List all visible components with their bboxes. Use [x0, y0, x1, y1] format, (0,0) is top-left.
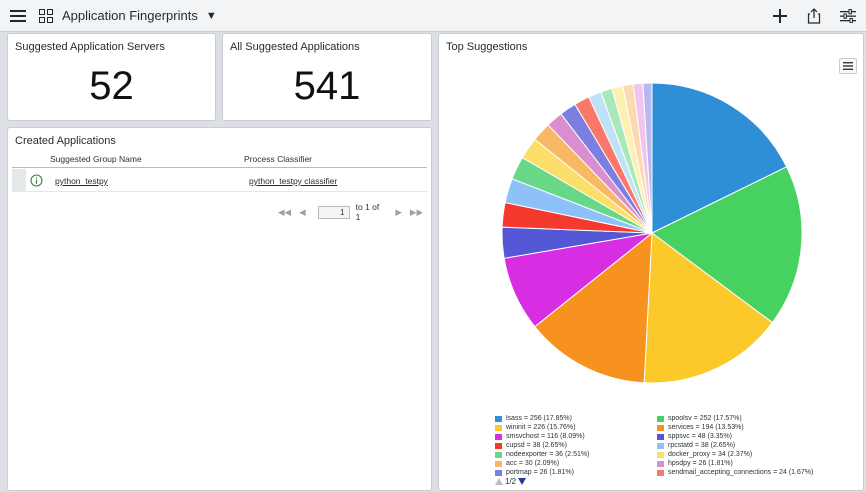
page-count-text: to 1 of 1	[355, 202, 380, 222]
column-header-process-classifier[interactable]: Process Classifier	[244, 154, 313, 164]
last-page-icon[interactable]: ▶▶	[409, 206, 423, 217]
chart-legend: lsass = 256 (17.85%) spoolsv = 252 (17.57…	[495, 415, 825, 477]
top-suggestions-panel: Top Suggestions lsass = 256 (17.85%) spoo…	[438, 33, 864, 491]
legend-swatch	[657, 452, 664, 458]
legend-swatch	[657, 425, 664, 431]
legend-label: wininit = 226 (15.76%)	[506, 424, 576, 431]
hamburger-menu-icon[interactable]	[8, 6, 28, 26]
process-classifier-link[interactable]: python_testpy classifier	[249, 176, 338, 186]
group-name-link[interactable]: python_testpy	[55, 176, 108, 186]
legend-label: smsvchost = 116 (8.09%)	[506, 433, 585, 440]
legend-swatch	[657, 470, 664, 476]
legend-pagination: 1/2	[495, 477, 527, 486]
legend-label: lsass = 256 (17.85%)	[506, 415, 572, 422]
table-header: Suggested Group Name Process Classifier	[12, 152, 427, 168]
panel-title: Top Suggestions	[446, 41, 528, 53]
row-selector[interactable]	[12, 169, 26, 192]
legend-label: rpcstatd = 38 (2.65%)	[668, 442, 736, 449]
column-header-group-name[interactable]: Suggested Group Name	[50, 154, 142, 164]
page-title: Application Fingerprints	[62, 8, 198, 23]
legend-label: sppsvc = 48 (3.35%)	[668, 433, 733, 440]
legend-swatch	[495, 470, 502, 476]
legend-label: sendmail_accepting_connections = 24 (1.6…	[668, 469, 814, 476]
legend-swatch	[495, 434, 502, 440]
pagination: ◀◀ ◀ to 1 of 1 ▶ ▶▶	[278, 202, 431, 222]
share-icon[interactable]	[804, 6, 824, 26]
previous-page-icon[interactable]: ◀	[299, 206, 306, 217]
title-dropdown-icon[interactable]: ▼	[205, 9, 217, 22]
all-applications-card[interactable]: All Suggested Applications 541	[222, 33, 432, 121]
pie-slice-other-19[interactable]	[642, 82, 653, 234]
legend-label: cupsd = 38 (2.65%)	[506, 442, 567, 449]
legend-swatch	[495, 425, 502, 431]
legend-page-text: 1/2	[505, 477, 517, 486]
pie-slice-services[interactable]	[534, 231, 653, 384]
first-page-icon[interactable]: ◀◀	[278, 206, 292, 217]
card-title: Suggested Application Servers	[15, 41, 165, 53]
created-applications-panel: Created Applications Suggested Group Nam…	[7, 127, 432, 491]
legend-swatch	[657, 416, 664, 422]
legend-label: services = 194 (13.53%)	[668, 424, 744, 431]
page-number-input[interactable]	[317, 205, 350, 219]
pie-chart	[501, 82, 803, 384]
add-icon[interactable]	[770, 6, 790, 26]
legend-label: spoolsv = 252 (17.57%)	[668, 415, 742, 422]
legend-swatch	[657, 461, 664, 467]
legend-swatch	[495, 443, 502, 449]
pie-slice-wininit[interactable]	[643, 232, 774, 384]
legend-label: docker_proxy = 34 (2.37%)	[668, 451, 753, 458]
table-row[interactable]: python_testpy python_testpy classifier	[12, 169, 427, 192]
info-icon[interactable]	[30, 174, 43, 187]
legend-label: hpsdpy = 26 (1.81%)	[668, 460, 733, 467]
legend-label: acc = 30 (2.09%)	[506, 460, 560, 467]
legend-swatch	[495, 461, 502, 467]
pie-slice-lsass[interactable]	[651, 82, 788, 234]
filter-settings-icon[interactable]	[838, 6, 858, 26]
suggested-servers-card[interactable]: Suggested Application Servers 52	[7, 33, 216, 121]
servers-count: 52	[89, 64, 134, 108]
legend-label: portmap = 26 (1.81%)	[506, 469, 574, 476]
legend-swatch	[495, 416, 502, 422]
grid-icon[interactable]	[36, 6, 56, 26]
top-bar: Application Fingerprints ▼	[0, 0, 866, 32]
next-page-icon[interactable]: ▶	[395, 206, 402, 217]
legend-swatch	[495, 452, 502, 458]
chart-menu-icon[interactable]	[839, 58, 857, 74]
legend-next-icon[interactable]	[518, 478, 527, 485]
legend-label: nodeexporter = 36 (2.51%)	[506, 451, 590, 458]
panel-title: Created Applications	[15, 135, 116, 147]
applications-count: 541	[293, 64, 361, 108]
legend-swatch	[657, 443, 664, 449]
pie-slice-spoolsv[interactable]	[651, 166, 803, 324]
card-title: All Suggested Applications	[230, 41, 360, 53]
legend-swatch	[657, 434, 664, 440]
legend-prev-icon[interactable]	[495, 478, 503, 485]
